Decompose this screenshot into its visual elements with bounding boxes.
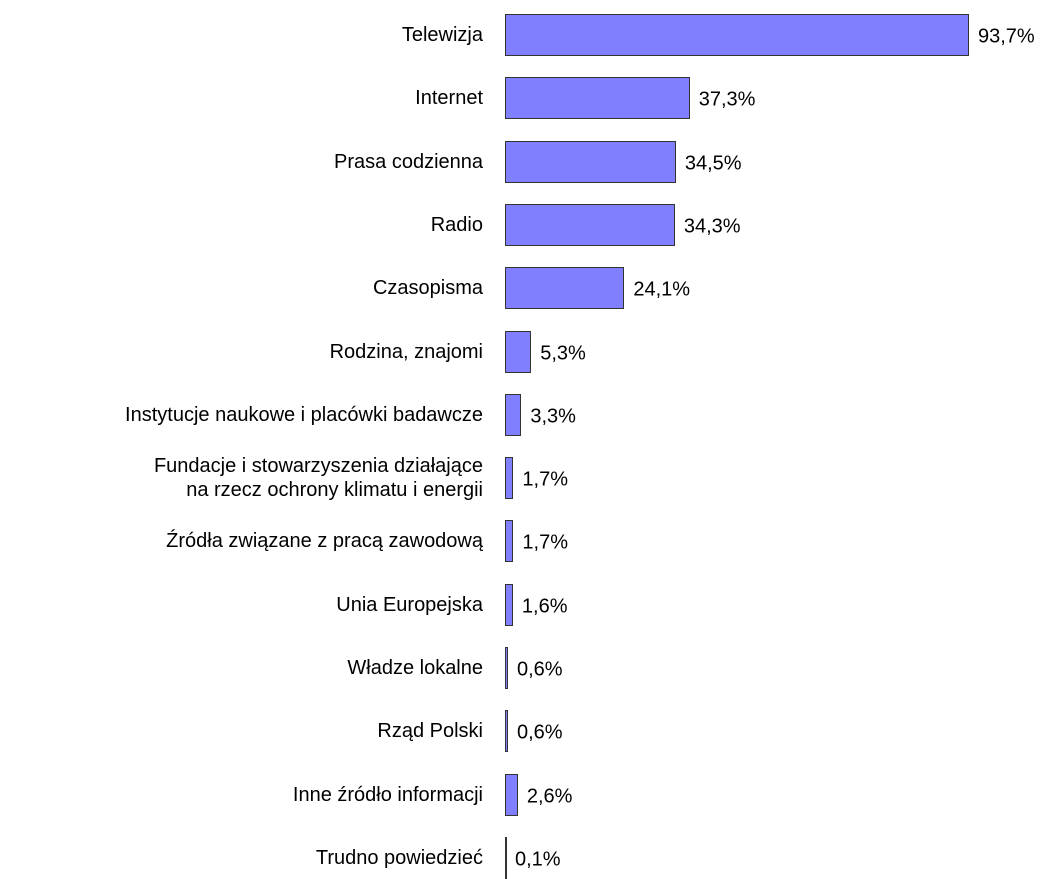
value-label: 0,6% — [516, 721, 563, 744]
category-label: Źródła związane z pracą zawodową — [166, 530, 483, 553]
bar — [505, 710, 508, 753]
bar — [505, 140, 676, 183]
category-label: Rodzina, znajomi — [329, 340, 483, 363]
bar — [505, 520, 514, 563]
value-label: 37,3% — [698, 88, 756, 111]
bar — [505, 203, 675, 246]
category-label: Trudno powiedzieć — [315, 846, 483, 869]
bar — [505, 330, 532, 373]
category-label: Telewizja — [401, 24, 483, 46]
category-label: Instytucje naukowe i placówki badawcze — [125, 403, 483, 426]
value-label: 34,5% — [684, 152, 742, 175]
bar — [505, 836, 507, 879]
value-label: 34,3% — [683, 215, 741, 238]
value-label: 24,1% — [633, 278, 691, 301]
bar — [505, 457, 514, 500]
value-label: 0,6% — [516, 658, 563, 681]
value-label: 0,1% — [515, 848, 561, 871]
bar — [505, 77, 690, 120]
value-label: 93,7% — [978, 25, 1035, 48]
bar — [505, 14, 969, 56]
category-label: Internet — [415, 87, 483, 110]
value-label: 3,3% — [530, 405, 576, 428]
category-label: Rząd Polski — [377, 720, 483, 743]
category-label: Władze lokalne — [347, 657, 483, 679]
category-label: Inne źródło informacji — [292, 783, 483, 806]
value-label: 5,3% — [540, 342, 586, 364]
value-label: 1,6% — [521, 595, 568, 618]
value-label: 2,6% — [526, 785, 573, 808]
category-label: Fundacje i stowarzyszenia działające na … — [153, 455, 483, 502]
value-label: 1,7% — [522, 531, 568, 554]
bar — [505, 647, 508, 689]
bar — [505, 393, 522, 436]
category-label: Unia Europejska — [336, 593, 483, 616]
bar — [505, 583, 513, 626]
value-label: 1,7% — [522, 468, 568, 491]
bar — [505, 773, 518, 816]
category-label: Prasa codzienna — [334, 150, 483, 173]
bar — [505, 267, 625, 310]
category-label: Czasopisma — [372, 277, 483, 300]
category-label: Radio — [430, 213, 483, 236]
